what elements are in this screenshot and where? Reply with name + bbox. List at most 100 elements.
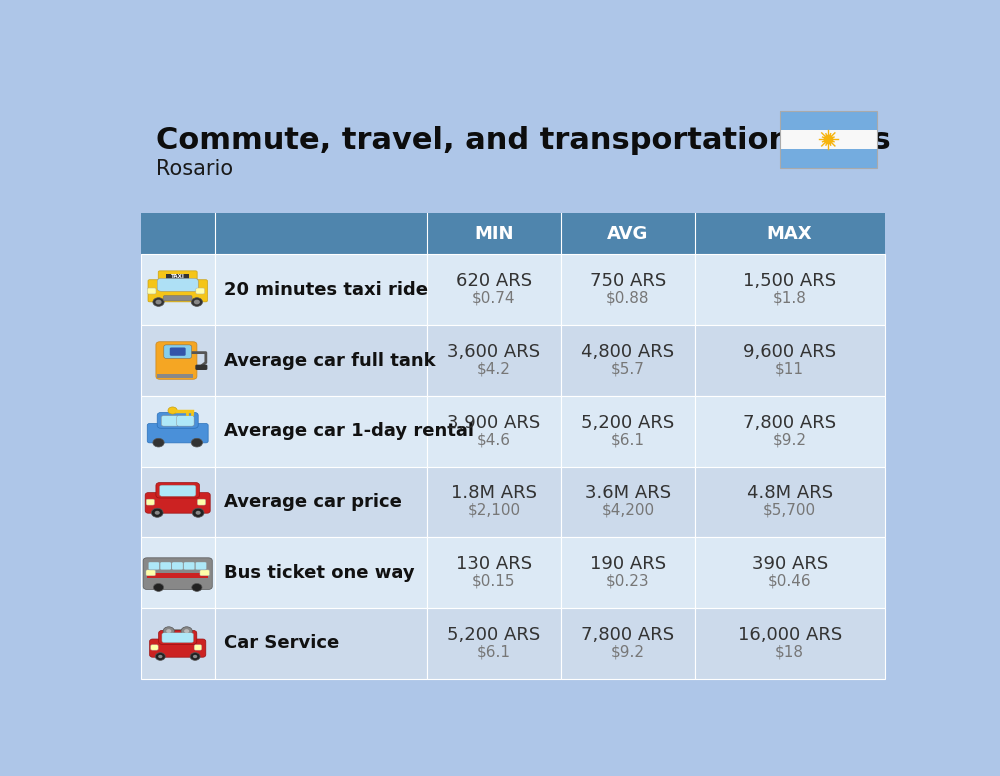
FancyBboxPatch shape <box>172 562 183 570</box>
Text: 4,800 ARS: 4,800 ARS <box>581 343 674 361</box>
FancyBboxPatch shape <box>143 558 212 590</box>
Circle shape <box>168 407 177 414</box>
Text: $4.2: $4.2 <box>477 362 511 376</box>
FancyBboxPatch shape <box>169 629 187 633</box>
Text: $4,200: $4,200 <box>601 503 654 518</box>
Text: Commute, travel, and transportation costs: Commute, travel, and transportation cost… <box>156 126 891 155</box>
Text: $9.2: $9.2 <box>773 432 807 447</box>
Circle shape <box>190 653 200 660</box>
Circle shape <box>155 300 162 304</box>
Circle shape <box>158 655 162 658</box>
Text: 1.8M ARS: 1.8M ARS <box>451 484 537 502</box>
FancyBboxPatch shape <box>157 374 193 378</box>
Text: AVG: AVG <box>607 224 649 243</box>
Text: 3.6M ARS: 3.6M ARS <box>585 484 671 502</box>
Circle shape <box>196 511 201 514</box>
Text: MIN: MIN <box>474 224 514 243</box>
Text: $6.1: $6.1 <box>611 432 645 447</box>
FancyBboxPatch shape <box>215 537 427 608</box>
Circle shape <box>192 508 204 518</box>
Text: MAX: MAX <box>767 224 812 243</box>
Text: $5.7: $5.7 <box>611 362 645 376</box>
FancyBboxPatch shape <box>156 483 199 498</box>
FancyBboxPatch shape <box>164 345 192 359</box>
Circle shape <box>155 653 165 660</box>
FancyBboxPatch shape <box>427 255 561 325</box>
FancyBboxPatch shape <box>162 632 194 643</box>
Circle shape <box>193 655 197 658</box>
FancyBboxPatch shape <box>427 608 561 679</box>
FancyBboxPatch shape <box>184 562 195 570</box>
FancyBboxPatch shape <box>695 608 885 679</box>
FancyBboxPatch shape <box>147 424 208 443</box>
FancyBboxPatch shape <box>140 396 215 466</box>
Text: 5,200 ARS: 5,200 ARS <box>447 626 541 644</box>
FancyBboxPatch shape <box>561 325 695 396</box>
FancyBboxPatch shape <box>148 279 207 302</box>
Circle shape <box>166 629 171 633</box>
Text: 16,000 ARS: 16,000 ARS <box>738 626 842 644</box>
FancyBboxPatch shape <box>215 608 427 679</box>
FancyBboxPatch shape <box>215 325 427 396</box>
FancyBboxPatch shape <box>427 325 561 396</box>
FancyBboxPatch shape <box>695 537 885 608</box>
FancyBboxPatch shape <box>695 396 885 466</box>
FancyBboxPatch shape <box>157 413 198 428</box>
Text: 9,600 ARS: 9,600 ARS <box>743 343 836 361</box>
FancyBboxPatch shape <box>146 499 154 505</box>
Text: 1,500 ARS: 1,500 ARS <box>743 272 836 290</box>
FancyBboxPatch shape <box>140 213 885 255</box>
FancyBboxPatch shape <box>427 466 561 537</box>
Text: $0.74: $0.74 <box>472 291 516 306</box>
FancyBboxPatch shape <box>147 288 156 294</box>
FancyBboxPatch shape <box>150 639 206 657</box>
Circle shape <box>191 438 203 447</box>
Text: 3,600 ARS: 3,600 ARS <box>447 343 540 361</box>
FancyBboxPatch shape <box>561 608 695 679</box>
FancyBboxPatch shape <box>156 341 197 379</box>
FancyBboxPatch shape <box>140 537 215 608</box>
Text: Average car full tank: Average car full tank <box>224 352 436 369</box>
FancyBboxPatch shape <box>427 396 561 466</box>
Text: 20 minutes taxi ride: 20 minutes taxi ride <box>224 281 428 299</box>
Circle shape <box>181 627 192 636</box>
FancyBboxPatch shape <box>140 325 215 396</box>
Circle shape <box>153 298 164 307</box>
FancyBboxPatch shape <box>561 537 695 608</box>
Circle shape <box>192 584 202 591</box>
FancyBboxPatch shape <box>166 274 189 279</box>
FancyBboxPatch shape <box>194 645 202 650</box>
Circle shape <box>191 298 203 307</box>
FancyBboxPatch shape <box>140 608 215 679</box>
Text: $4.6: $4.6 <box>477 432 511 447</box>
Text: $9.2: $9.2 <box>611 644 645 660</box>
Circle shape <box>163 627 174 636</box>
FancyBboxPatch shape <box>780 130 877 149</box>
FancyBboxPatch shape <box>161 416 179 426</box>
Text: 7,800 ARS: 7,800 ARS <box>581 626 674 644</box>
FancyBboxPatch shape <box>195 562 207 570</box>
FancyBboxPatch shape <box>200 570 209 576</box>
Circle shape <box>184 629 189 633</box>
FancyBboxPatch shape <box>427 537 561 608</box>
Text: $5,700: $5,700 <box>763 503 816 518</box>
FancyBboxPatch shape <box>780 111 877 130</box>
Circle shape <box>151 508 163 518</box>
FancyBboxPatch shape <box>157 279 198 291</box>
FancyBboxPatch shape <box>561 396 695 466</box>
Text: 130 ARS: 130 ARS <box>456 555 532 573</box>
FancyBboxPatch shape <box>215 396 427 466</box>
Text: 190 ARS: 190 ARS <box>590 555 666 573</box>
Text: 390 ARS: 390 ARS <box>752 555 828 573</box>
Text: 7,800 ARS: 7,800 ARS <box>743 414 836 431</box>
Text: 3,900 ARS: 3,900 ARS <box>447 414 541 431</box>
Text: $0.88: $0.88 <box>606 291 650 306</box>
FancyBboxPatch shape <box>145 493 210 513</box>
FancyBboxPatch shape <box>140 466 215 537</box>
FancyBboxPatch shape <box>147 573 208 577</box>
Text: 750 ARS: 750 ARS <box>590 272 666 290</box>
FancyBboxPatch shape <box>215 466 427 537</box>
FancyBboxPatch shape <box>146 570 155 576</box>
FancyBboxPatch shape <box>695 325 885 396</box>
FancyBboxPatch shape <box>158 271 197 282</box>
